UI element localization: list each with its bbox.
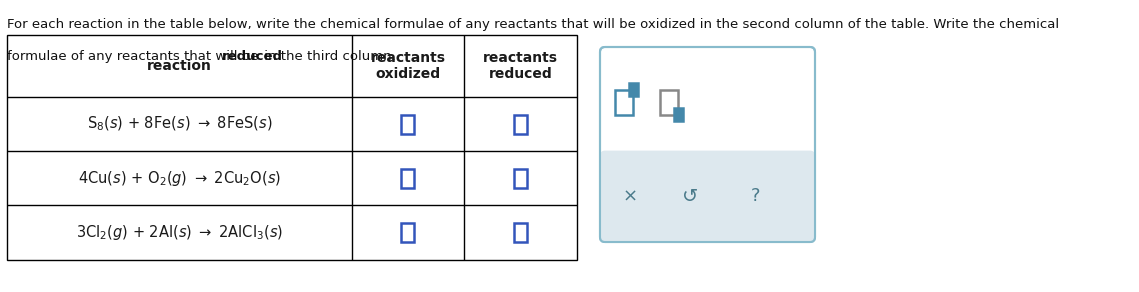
Bar [402, 114, 415, 133]
Bar [514, 168, 527, 187]
Bar [615, 90, 633, 115]
FancyBboxPatch shape [600, 151, 816, 242]
Text: ?: ? [751, 187, 760, 205]
Bar [514, 114, 527, 133]
Bar [674, 109, 683, 121]
Text: in the third column.: in the third column. [260, 50, 395, 63]
Text: $4\mathrm{Cu}$$(s)$ + $\mathrm{O_2}$$(g)$ $\rightarrow$ $2\mathrm{Cu_2O}$$(s)$: $4\mathrm{Cu}$$(s)$ + $\mathrm{O_2}$$(g)… [77, 168, 281, 187]
Text: formulae of any reactants that will be: formulae of any reactants that will be [7, 50, 263, 63]
Text: ×: × [622, 187, 638, 205]
Text: $3\mathrm{Cl_2}$$(g)$ + $2\mathrm{Al}$$(s)$ $\rightarrow$ $2\mathrm{AlCl_3}$$(s): $3\mathrm{Cl_2}$$(g)$ + $2\mathrm{Al}$$(… [76, 223, 284, 241]
Bar [659, 90, 678, 115]
Text: reactants
reduced: reactants reduced [483, 51, 558, 81]
Bar [514, 223, 527, 241]
Text: For each reaction in the table below, write the chemical formulae of any reactan: For each reaction in the table below, wr… [7, 18, 1059, 31]
Bar [7, 35, 577, 260]
Text: reaction: reaction [147, 59, 212, 73]
FancyBboxPatch shape [600, 47, 816, 242]
Bar [630, 84, 638, 96]
Text: reduced: reduced [221, 50, 282, 63]
Bar [402, 168, 415, 187]
Text: ↺: ↺ [682, 187, 698, 206]
Bar [402, 223, 415, 241]
Text: reactants
oxidized: reactants oxidized [370, 51, 445, 81]
Text: $\mathrm{S_8}$$(s)$ + $8\mathrm{Fe}$$(s)$ $\rightarrow$ $8\mathrm{FeS}$$(s)$: $\mathrm{S_8}$$(s)$ + $8\mathrm{Fe}$$(s)… [87, 115, 272, 133]
